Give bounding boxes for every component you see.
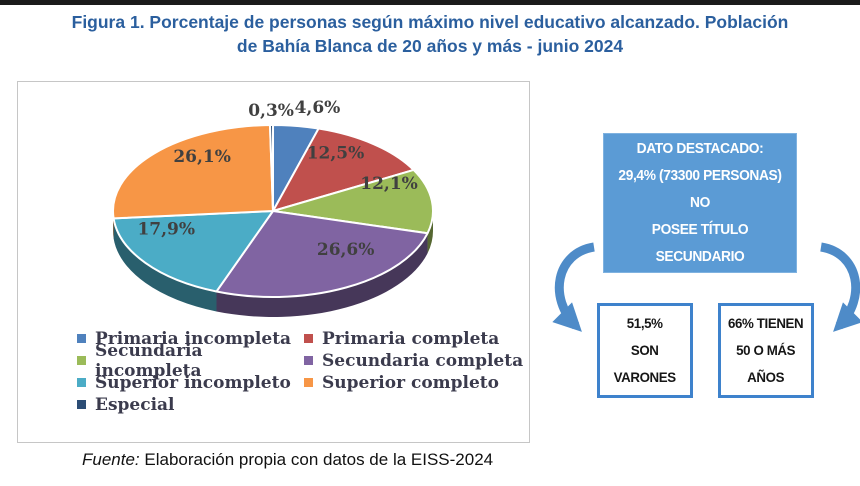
source-label: Fuente:: [82, 450, 140, 469]
pie-slice-side-3: [216, 233, 428, 317]
source-note: Fuente: Elaboración propia con datos de …: [82, 450, 493, 470]
stat-box-varones: 51,5% SON VARONES: [597, 303, 693, 398]
legend-item-3: Secundaria completa: [304, 350, 524, 371]
stat-edad-line-2: 50 O MÁS: [736, 342, 796, 358]
pie-value-label-1: 12,5%: [307, 144, 365, 164]
stat-varones-line-1: 51,5%: [627, 315, 663, 331]
pie-slice-1: [272, 127, 415, 212]
legend-label-1: Primaria completa: [322, 328, 500, 349]
legend-label-5: Superior completo: [322, 372, 499, 393]
stat-box-edad-text: 66% TIENEN 50 O MÁS AÑOS: [728, 310, 804, 391]
legend-swatch-5: [304, 378, 313, 387]
pie-value-label-6: 0,3%: [248, 101, 294, 121]
highlight-box: DATO DESTACADO: 29,4% (73300 PERSONAS) N…: [603, 133, 797, 273]
pie-slice-side-2: [427, 211, 434, 254]
legend-swatch-3: [304, 356, 313, 365]
pie-value-label-5: 26,1%: [173, 147, 231, 167]
right-curved-arrow: [819, 242, 860, 332]
stat-varones-line-2: SON: [631, 342, 659, 358]
legend-label-4: Superior incompleto: [95, 372, 291, 393]
legend-swatch-1: [304, 334, 313, 343]
highlight-box-text: DATO DESTACADO: 29,4% (73300 PERSONAS) N…: [609, 136, 791, 271]
pie-value-label-0: 4,6%: [295, 98, 341, 118]
figure-title: Figura 1. Porcentaje de personas según m…: [0, 10, 860, 58]
legend-label-2: Secundaria incompleta: [95, 340, 203, 381]
legend-item-6: Especial: [77, 394, 304, 415]
highlight-line-2: 29,4% (73300 PERSONAS) NO: [618, 167, 782, 211]
legend-item-1: Primaria completa: [304, 328, 523, 349]
curved-arrows: [552, 242, 860, 332]
legend-label-3: Secundaria completa: [322, 350, 524, 371]
legend-swatch-2: [77, 356, 86, 365]
legend-swatch-4: [77, 378, 86, 387]
pie-slice-5: [112, 124, 274, 220]
stat-box-varones-text: 51,5% SON VARONES: [613, 310, 677, 391]
left-curved-arrow: [552, 242, 596, 332]
pie-value-label-3: 26,6%: [317, 240, 375, 260]
pie-slice-3: [215, 210, 429, 298]
pie-slice-4: [112, 210, 274, 293]
legend-item-2: Secundaria incompleta: [77, 341, 304, 381]
pie-value-label-4: 17,9%: [137, 219, 195, 239]
figure-title-line-1: Figura 1. Porcentaje de personas según m…: [71, 12, 789, 32]
legend-item-0: Primaria incompleta: [77, 328, 304, 349]
figure-title-line-2: de Bahía Blanca de 20 años y más - junio…: [236, 36, 624, 56]
pie-value-label-2: 12,1%: [360, 174, 418, 194]
chart-legend: Primaria incompleta Primaria completa Secu…: [77, 328, 524, 415]
legend-item-4: Superior incompleto: [77, 372, 304, 393]
stat-edad-line-3: AÑOS: [747, 369, 785, 385]
stat-box-edad: 66% TIENEN 50 O MÁS AÑOS: [718, 303, 814, 398]
source-text: Elaboración propia con datos de la EISS-…: [139, 450, 494, 469]
legend-item-5: Superior completo: [304, 372, 523, 393]
highlight-line-3: POSEE TÍTULO SECUNDARIO: [651, 221, 749, 265]
legend-swatch-0: [77, 334, 86, 343]
highlight-line-1: DATO DESTACADO:: [636, 140, 764, 157]
stat-edad-line-1: 66% TIENEN: [728, 315, 804, 331]
legend-label-0: Primaria incompleta: [95, 328, 292, 349]
pie-slice-2: [272, 168, 434, 235]
pie-chart: 4,6% 12,5% 12,1% 26,6% 17,9% 26,1% 0,3%: [112, 98, 434, 317]
stat-varones-line-3: VARONES: [613, 369, 677, 385]
legend-label-6: Especial: [95, 394, 175, 415]
pie-slice-6: [268, 123, 274, 212]
chart-panel: 4,6% 12,5% 12,1% 26,6% 17,9% 26,1% 0,3% Primar…: [17, 81, 530, 443]
legend-swatch-6: [77, 400, 86, 409]
top-divider-bar: [0, 0, 860, 5]
pie-slice-side-4: [113, 218, 217, 312]
